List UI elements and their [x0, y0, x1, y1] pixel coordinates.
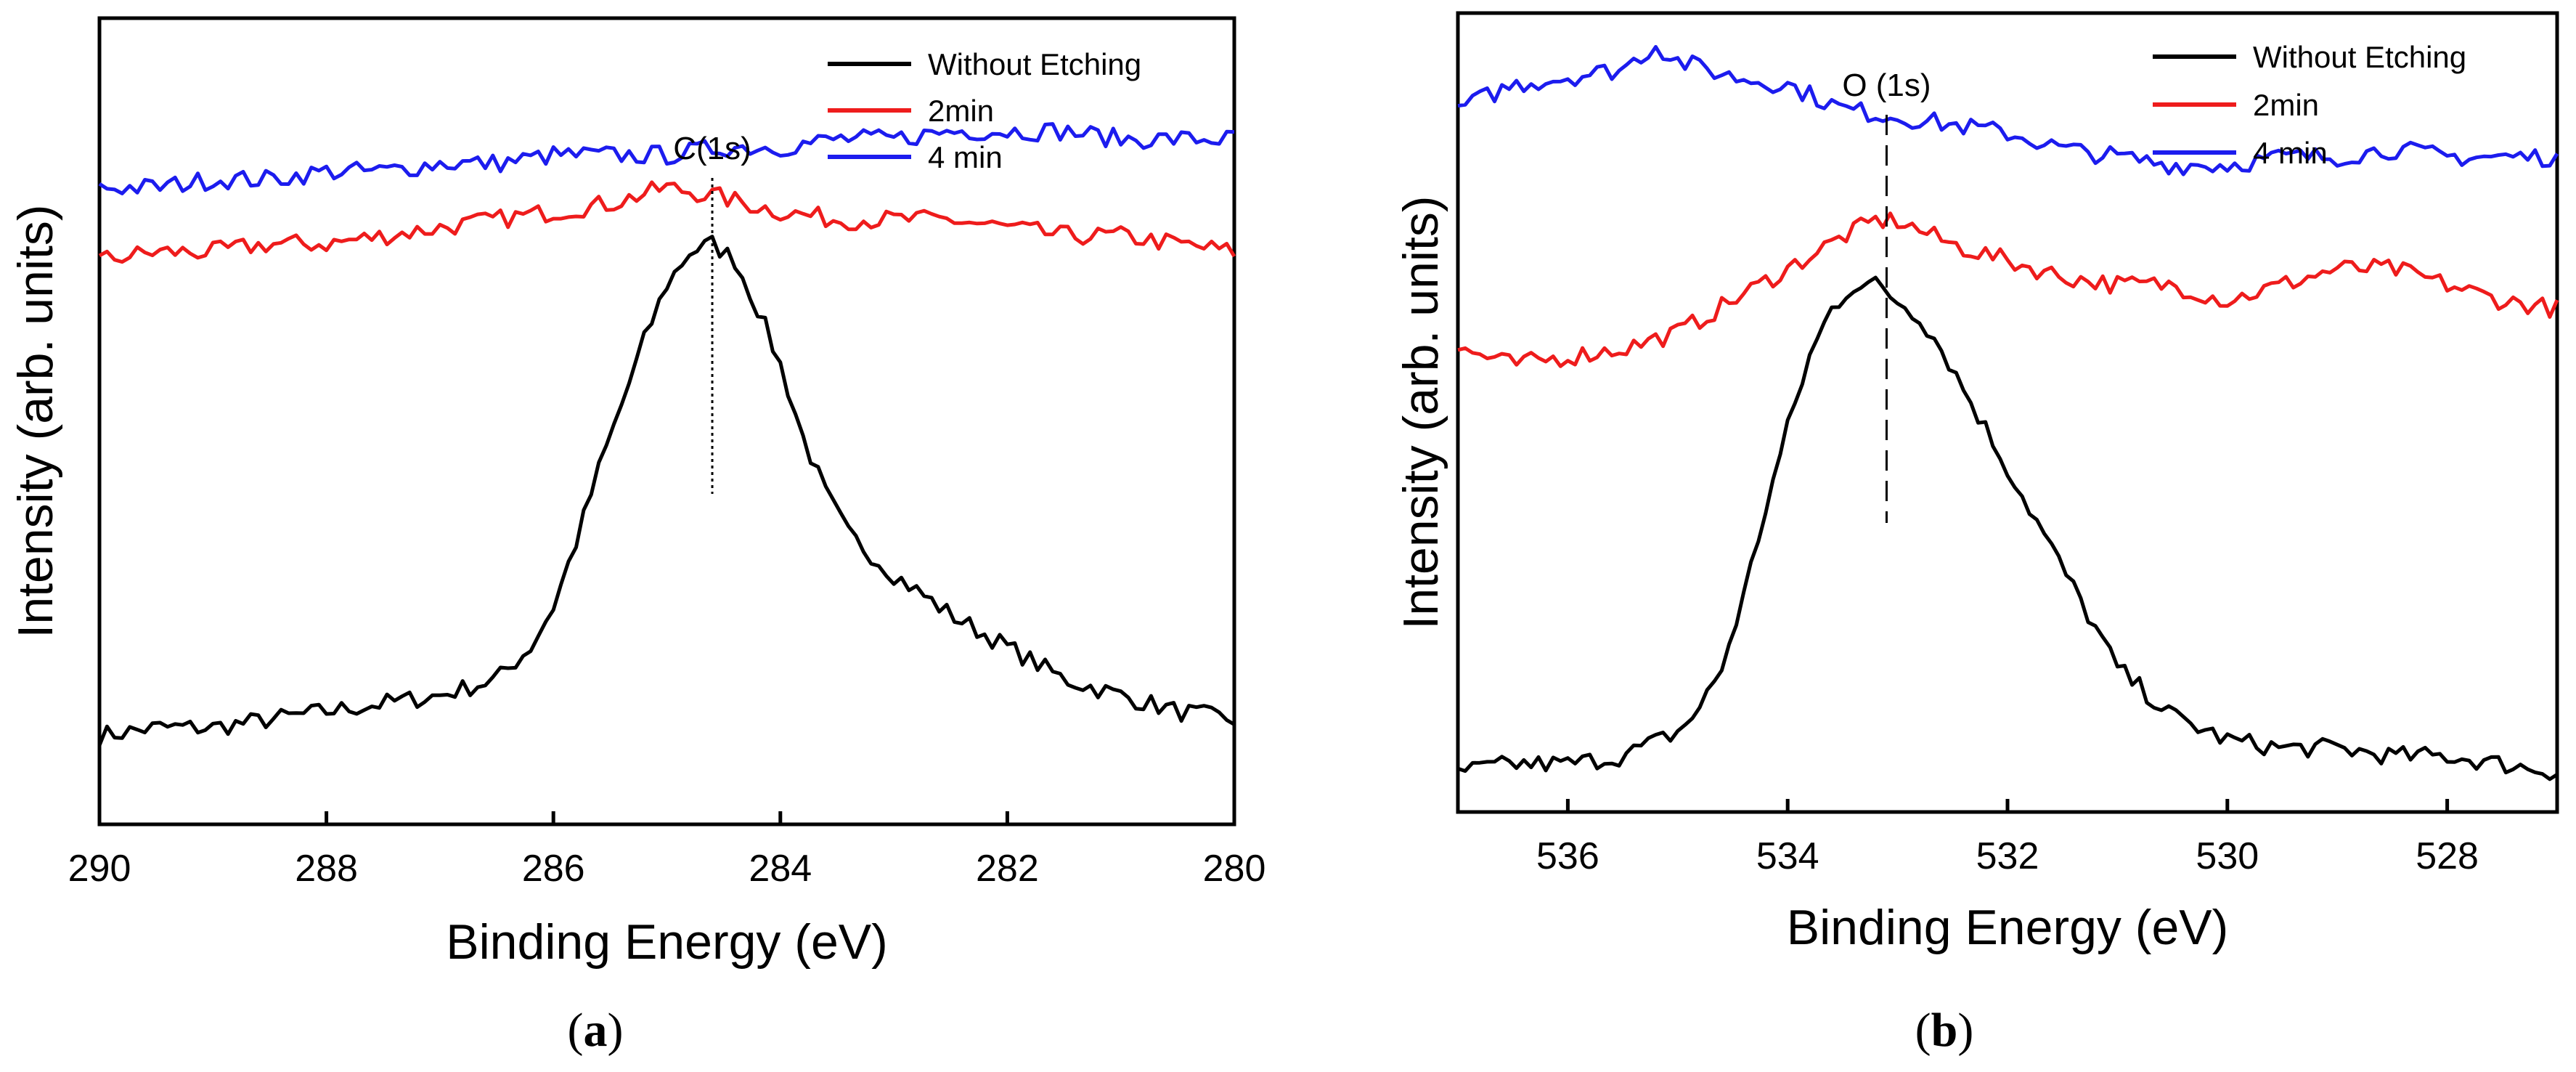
panel-a-legend-label-3: 4 min	[928, 140, 1003, 174]
panel-b-x-tick-label: 530	[2196, 835, 2259, 877]
panel-b-y-axis-title: Intensity (arb. units)	[1393, 195, 1448, 629]
panel-b-series-line-3	[1457, 45, 2559, 176]
panel-a-x-tick-label: 282	[976, 848, 1039, 890]
panel-a-series-line-2	[98, 180, 1236, 264]
panel-a-y-axis-title: Intensity (arb. units)	[8, 204, 63, 638]
panel-a-x-tick-label: 280	[1203, 848, 1266, 890]
panel-b-panel-label: (b)	[1915, 1004, 1974, 1057]
panel-a-panel-label: (a)	[568, 1004, 624, 1057]
panel-a-x-axis-title: Binding Energy (eV)	[446, 914, 888, 970]
panel-b-x-tick-label: 536	[1536, 835, 1599, 877]
panel-b-plot-frame	[1456, 11, 2559, 814]
panel-b-legend-label-1: Without Etching	[2253, 40, 2466, 74]
panel-b-series-line-2	[1457, 211, 2559, 368]
panel-b-annotation-label: O (1s)	[1842, 68, 1931, 103]
panel-b-x-tick-label: 532	[1976, 835, 2039, 877]
panel-b: 536 534 532 530 528 Binding Energy (eV) Intens…	[1393, 11, 2559, 1057]
panel-b-x-axis-title: Binding Energy (eV)	[1787, 900, 2229, 955]
panel-a: 290 288 286 284 282 280 Binding Energy (eV) Int…	[8, 16, 1266, 1057]
panel-a-annotation-label: C(1s)	[673, 131, 751, 166]
panel-a-x-tick-label: 290	[68, 848, 131, 890]
panel-a-x-tick-label: 286	[522, 848, 585, 890]
panel-a-x-tick-label: 284	[749, 848, 812, 890]
panel-a-plot-frame	[97, 16, 1236, 827]
panel-a-series-line-1	[97, 235, 1236, 747]
panel-b-x-tick-label: 528	[2416, 835, 2479, 877]
panel-b-legend-label-2: 2min	[2253, 88, 2319, 122]
panel-b-series-line-1	[1457, 275, 2559, 781]
panel-a-legend-label-1: Without Etching	[928, 47, 1141, 81]
panel-a-x-tick-label: 288	[295, 848, 358, 890]
panel-a-series-line-3	[98, 122, 1235, 195]
panel-b-x-tick-label: 534	[1756, 835, 1819, 877]
panel-b-legend-label-3: 4 min	[2253, 136, 2328, 170]
panel-a-legend-label-2: 2min	[928, 94, 994, 128]
